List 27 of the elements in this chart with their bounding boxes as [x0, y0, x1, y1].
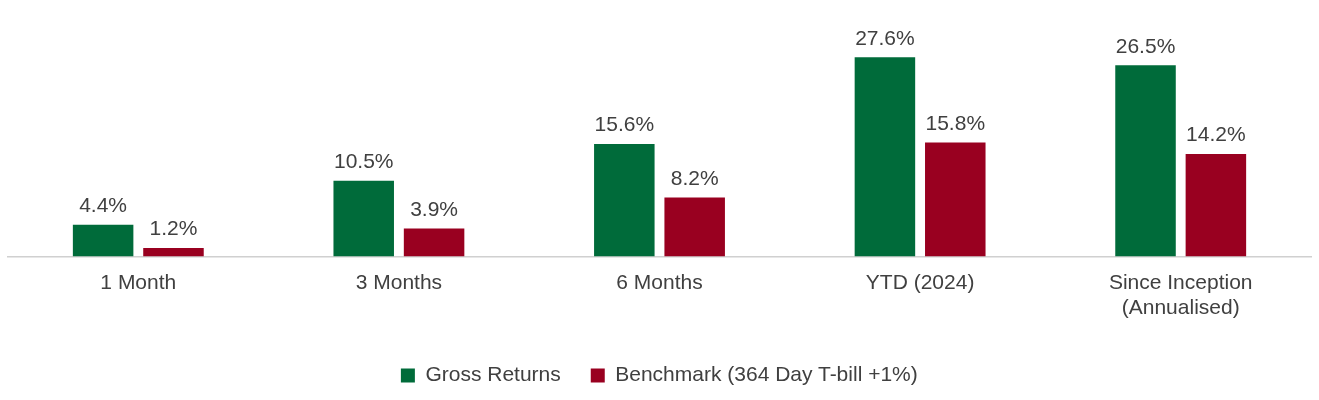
data-label: 3.9% [410, 196, 459, 220]
data-label: 4.4% [79, 193, 128, 217]
data-label: 1.2% [149, 216, 198, 240]
x-tick-label: 6 Months [616, 270, 703, 293]
data-label: 26.5% [1115, 33, 1176, 57]
data-label: 27.6% [855, 25, 915, 49]
legend-label: Benchmark (364 Day T-bill +1%) [615, 362, 918, 386]
x-tick-label: Since Inception (Annualised) [1108, 270, 1253, 319]
x-tick-label: 1 Month [100, 270, 177, 293]
data-label: 10.5% [333, 149, 394, 173]
bar [1115, 65, 1176, 257]
bar [1185, 154, 1247, 257]
bar [403, 228, 465, 257]
data-label: 8.2% [670, 165, 719, 189]
bar [333, 180, 394, 257]
bar [664, 197, 725, 257]
data-label: 15.6% [594, 112, 655, 136]
bar [854, 57, 916, 257]
x-tick-label: 3 Months [355, 270, 443, 293]
bar [594, 143, 655, 257]
legend-label: Gross Returns [425, 362, 561, 386]
x-tick-label: YTD (2024) [865, 270, 975, 293]
bar [925, 142, 986, 257]
bar [143, 247, 204, 257]
data-label: 14.2% [1186, 122, 1246, 146]
bar [72, 224, 134, 257]
data-label: 15.8% [925, 110, 986, 134]
